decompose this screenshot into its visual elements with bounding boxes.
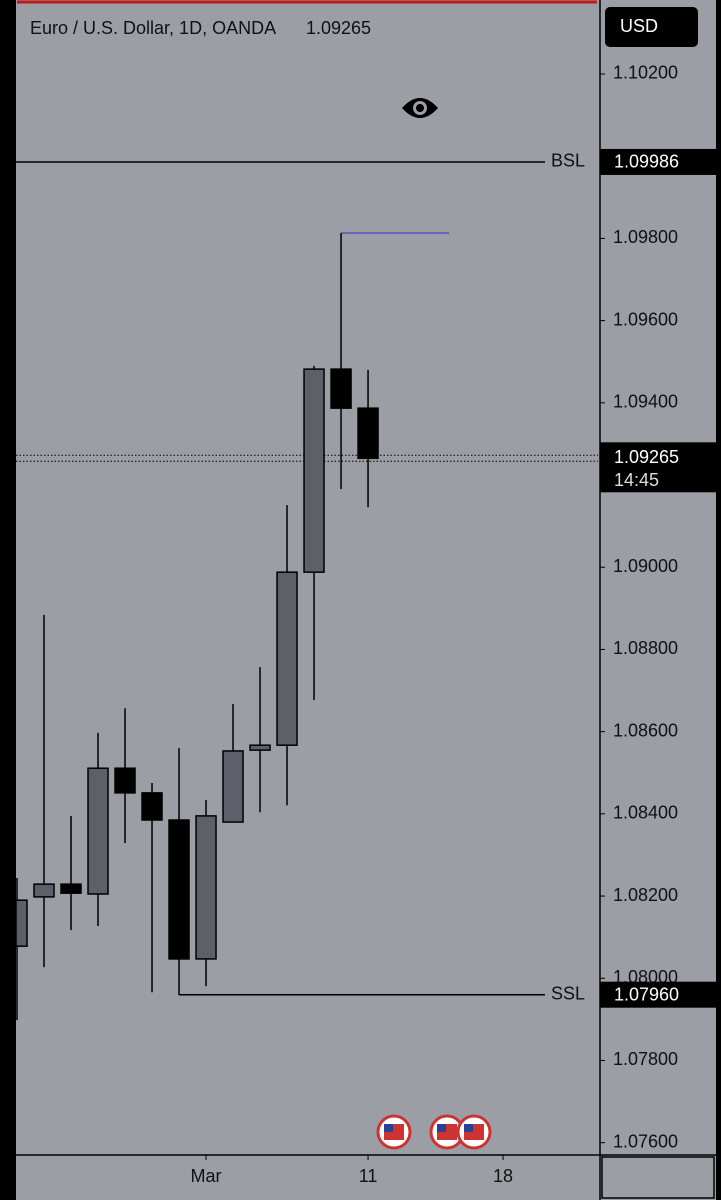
x-tick-label: 18 [493,1166,513,1186]
candle-body [168,819,190,960]
y-tick-label: 1.09600 [613,309,678,329]
candle-body [249,744,271,751]
last-price-box [600,442,716,493]
candle-body [222,750,244,823]
y-tick-label: 1.07600 [613,1131,678,1151]
last-price-label: 1.09265 [614,447,679,467]
level-name: SSL [551,983,585,1003]
y-tick-label: 1.07800 [613,1049,678,1069]
currency-label: USD [620,16,658,36]
y-tick-label: 1.09000 [613,556,678,576]
candle-body [357,407,379,460]
title-price: 1.09265 [306,18,371,38]
candle-body [276,571,298,746]
y-tick-label: 1.08200 [613,885,678,905]
y-tick-label: 1.09800 [613,227,678,247]
x-tick-label: Mar [191,1166,222,1186]
eye-pupil [416,104,424,112]
chart-title: Euro / U.S. Dollar, 1D, OANDA [30,18,276,38]
currency-button[interactable] [605,7,698,47]
candle-body [303,368,325,573]
candle-body [114,767,136,794]
y-tick-label: 1.08800 [613,638,678,658]
eye-icon[interactable] [402,98,438,118]
flag [456,1114,492,1150]
candle-body [33,883,55,898]
candle-body [60,883,82,894]
y-tick-label: 1.08600 [613,720,678,740]
y-tick-label: 1.08400 [613,803,678,823]
level-name: BSL [551,151,585,171]
candle-body [15,899,28,947]
x-tick-label: 11 [359,1166,378,1186]
candle-body [141,792,163,821]
countdown-label: 14:45 [614,470,659,490]
y-tick-label: 1.09400 [613,392,678,412]
level-price-box [600,981,716,1008]
flag-icons [376,1114,492,1150]
flag [429,1114,465,1150]
axis-corner [601,1156,715,1199]
y-tick-label: 1.10200 [613,63,678,83]
candle-body [330,368,352,409]
flag [376,1114,412,1150]
candle-body [195,815,217,960]
chart-background [16,0,716,1200]
level-price: 1.07960 [614,984,679,1004]
level-price-box [600,148,716,175]
candle-body [87,767,109,895]
level-price: 1.09986 [614,152,679,172]
